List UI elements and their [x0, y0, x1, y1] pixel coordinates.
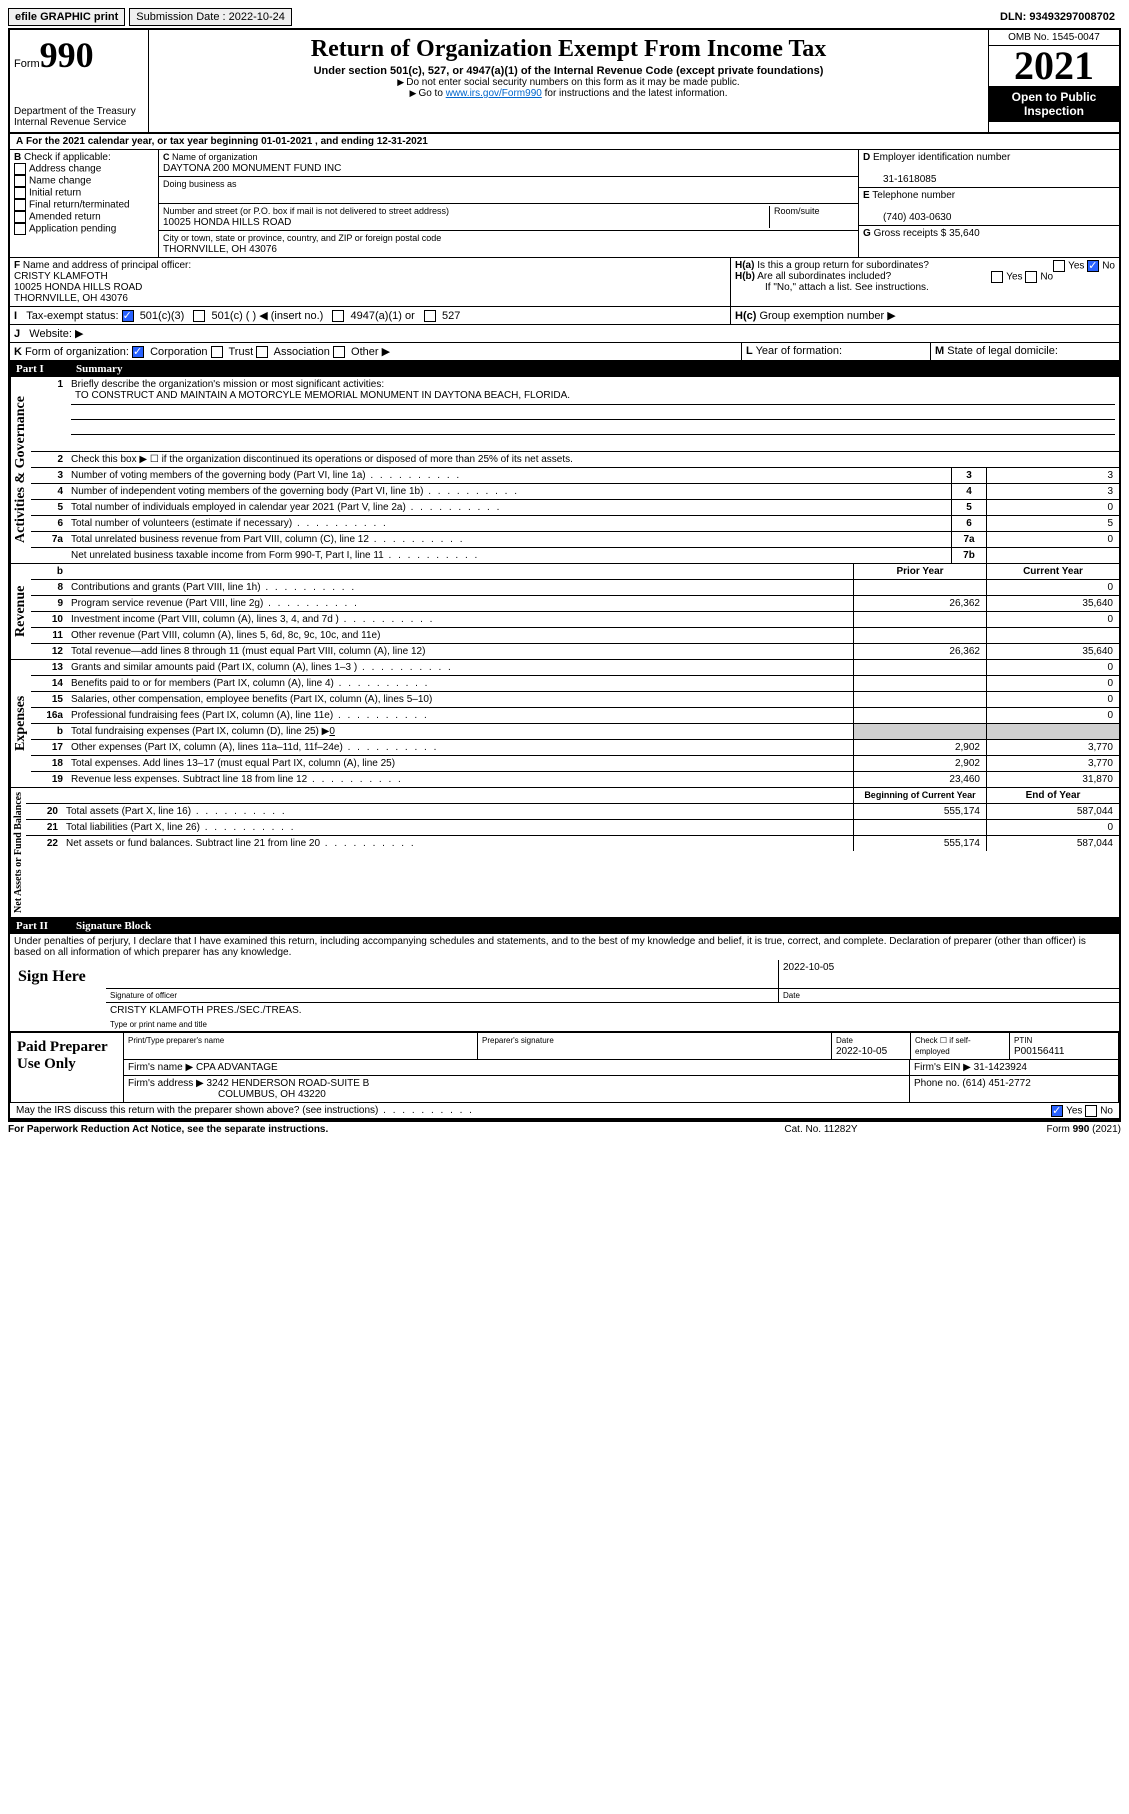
- trust-checkbox[interactable]: [211, 346, 223, 358]
- page-footer: For Paperwork Reduction Act Notice, see …: [8, 1122, 1121, 1137]
- net-assets-label: Net Assets or Fund Balances: [10, 788, 26, 917]
- form-number: Form990: [14, 34, 144, 76]
- initial-return-checkbox[interactable]: [14, 187, 26, 199]
- officer-name: CRISTY KLAMFOTH: [14, 271, 108, 282]
- line3-val: 3: [986, 468, 1119, 483]
- officer-name-title: CRISTY KLAMFOTH PRES./SEC./TREAS.: [106, 1003, 1119, 1018]
- street-address: 10025 HONDA HILLS ROAD: [163, 217, 291, 228]
- submission-date: Submission Date : 2022-10-24: [129, 8, 292, 26]
- col-b-checkboxes: B Check if applicable: Address change Na…: [10, 150, 159, 257]
- part-2-header: Part II Signature Block: [10, 918, 1119, 934]
- ha-no-checkbox[interactable]: [1087, 260, 1099, 272]
- address-change-checkbox[interactable]: [14, 163, 26, 175]
- irs-link[interactable]: www.irs.gov/Form990: [446, 88, 542, 99]
- open-to-public: Open to Public Inspection: [989, 86, 1119, 122]
- dln: DLN: 93493297008702: [994, 9, 1121, 25]
- tax-year: 2021: [989, 46, 1119, 86]
- part-1-header: Part I Summary: [10, 361, 1119, 377]
- discuss-no-checkbox[interactable]: [1085, 1105, 1097, 1117]
- penalties-text: Under penalties of perjury, I declare th…: [10, 934, 1119, 960]
- other-org-checkbox[interactable]: [333, 346, 345, 358]
- 501c3-checkbox[interactable]: [122, 310, 134, 322]
- ha-yes-checkbox[interactable]: [1053, 260, 1065, 272]
- activities-governance-label: Activities & Governance: [10, 377, 31, 563]
- hb-yes-checkbox[interactable]: [991, 271, 1003, 283]
- ein: 31-1618085: [863, 174, 936, 185]
- form-990: Form990 Department of the Treasury Inter…: [8, 28, 1121, 1122]
- application-pending-checkbox[interactable]: [14, 223, 26, 235]
- 527-checkbox[interactable]: [424, 310, 436, 322]
- name-change-checkbox[interactable]: [14, 175, 26, 187]
- firm-name: CPA ADVANTAGE: [196, 1062, 278, 1073]
- gross-receipts: 35,640: [949, 228, 980, 239]
- corporation-checkbox[interactable]: [132, 346, 144, 358]
- discuss-yes-checkbox[interactable]: [1051, 1105, 1063, 1117]
- top-bar: efile GRAPHIC print Submission Date : 20…: [8, 8, 1121, 26]
- 501c-checkbox[interactable]: [193, 310, 205, 322]
- form-header: Form990 Department of the Treasury Inter…: [10, 30, 1119, 134]
- expenses-label: Expenses: [10, 660, 31, 787]
- org-name: DAYTONA 200 MONUMENT FUND INC: [163, 163, 341, 174]
- dept-treasury: Department of the Treasury Internal Reve…: [14, 106, 144, 128]
- hb-no-checkbox[interactable]: [1025, 271, 1037, 283]
- final-return-checkbox[interactable]: [14, 199, 26, 211]
- 4947-checkbox[interactable]: [332, 310, 344, 322]
- paid-preparer-block: Paid Preparer Use Only Print/Type prepar…: [10, 1032, 1119, 1103]
- form-title: Return of Organization Exempt From Incom…: [153, 36, 984, 63]
- sign-date: 2022-10-05: [778, 960, 1119, 988]
- row-a-period: A For the 2021 calendar year, or tax yea…: [10, 134, 1119, 150]
- preparer-phone: (614) 451-2772: [962, 1078, 1030, 1089]
- city-state-zip: THORNVILLE, OH 43076: [163, 244, 277, 255]
- mission-text: TO CONSTRUCT AND MAINTAIN A MOTORCYLE ME…: [71, 390, 1115, 405]
- efile-print-button[interactable]: efile GRAPHIC print: [8, 8, 125, 26]
- telephone: (740) 403-0630: [863, 212, 951, 223]
- revenue-label: Revenue: [10, 564, 31, 659]
- form-subtitle: Under section 501(c), 527, or 4947(a)(1)…: [153, 65, 984, 77]
- firm-ein: 31-1423924: [974, 1062, 1027, 1073]
- ssn-note: Do not enter social security numbers on …: [153, 77, 984, 88]
- amended-return-checkbox[interactable]: [14, 211, 26, 223]
- sign-here-label: Sign Here: [10, 960, 106, 1031]
- instructions-note: Go to www.irs.gov/Form990 for instructio…: [153, 88, 984, 99]
- association-checkbox[interactable]: [256, 346, 268, 358]
